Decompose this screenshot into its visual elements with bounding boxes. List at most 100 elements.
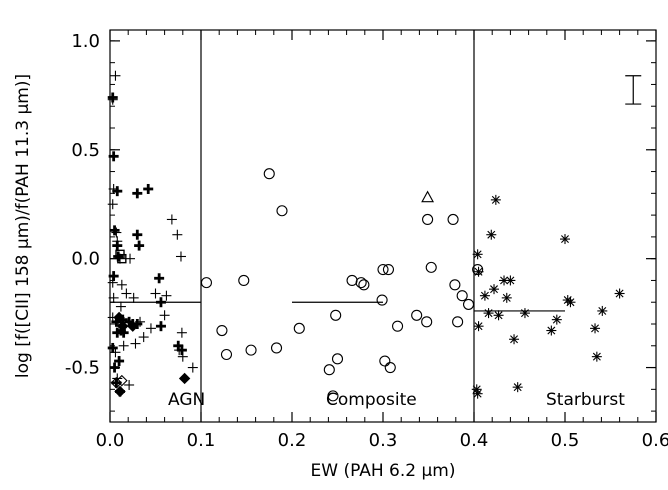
data-point-asterisk xyxy=(501,292,512,303)
data-point-asterisk xyxy=(565,297,576,308)
data-point-filled-diamond xyxy=(178,372,191,385)
data-point-circle xyxy=(456,290,468,302)
data-point-circle xyxy=(422,213,434,226)
y-tick-label: 1.0 xyxy=(71,31,100,52)
data-point-bold-plus xyxy=(134,240,145,251)
data-point-asterisk xyxy=(614,288,625,299)
data-point-circle xyxy=(245,344,257,356)
region-label-starburst: Starburst xyxy=(546,390,625,410)
data-point-bold-plus xyxy=(114,356,125,367)
data-point-circle xyxy=(330,309,342,321)
data-point-circle xyxy=(331,353,344,365)
x-tick-label: 0.1 xyxy=(187,430,216,451)
data-point-circle xyxy=(355,277,367,289)
data-point-asterisk xyxy=(479,290,490,301)
data-point-bold-plus xyxy=(107,92,118,103)
data-point-filled-diamond xyxy=(127,320,139,332)
y-axis-title: log [f([CII] 158 μm)/f(PAH 11.3 μm)] xyxy=(13,74,33,378)
data-point-circle xyxy=(346,274,358,286)
data-point-circle xyxy=(462,298,475,310)
x-tick-label: 0.0 xyxy=(96,430,125,451)
data-point-plus xyxy=(118,340,129,351)
data-point-circle xyxy=(200,277,213,289)
data-point-circle xyxy=(377,264,389,276)
data-point-asterisk xyxy=(546,325,557,336)
x-tick-label: 0.2 xyxy=(278,430,307,451)
data-point-bold-plus xyxy=(108,271,119,282)
median-lines xyxy=(110,301,565,312)
data-point-plus xyxy=(115,301,126,312)
data-point-plus xyxy=(150,288,161,299)
x-tick-label: 0.6 xyxy=(642,430,668,451)
data-point-plus xyxy=(187,362,198,373)
data-point-circle xyxy=(449,279,461,291)
data-point-bold-plus xyxy=(112,186,123,197)
data-point-plus xyxy=(121,288,132,299)
data-point-asterisk xyxy=(473,266,484,277)
data-point-bold-plus xyxy=(107,342,118,353)
data-point-asterisk xyxy=(512,382,523,393)
data-point-circle xyxy=(376,294,388,306)
x-axis-title: EW (PAH 6.2 μm) xyxy=(310,461,455,481)
data-point-plus xyxy=(107,199,118,210)
region-label-composite: Composite xyxy=(326,390,417,410)
x-tick-label: 0.3 xyxy=(369,430,398,451)
region-dividers xyxy=(200,30,475,422)
data-point-circle xyxy=(411,309,423,321)
data-point-asterisk xyxy=(472,388,483,399)
data-point-square xyxy=(117,253,127,264)
y-tick-label: -0.5 xyxy=(65,358,100,379)
data-point-asterisk xyxy=(490,194,501,205)
data-point-bold-plus xyxy=(143,183,154,194)
data-point-asterisk xyxy=(472,249,483,260)
data-point-plus xyxy=(110,70,121,81)
axis-ticks xyxy=(109,30,657,422)
data-point-plus xyxy=(125,253,136,264)
data-point-asterisk xyxy=(519,308,530,319)
data-point-filled-diamond xyxy=(113,311,125,324)
data-point-asterisk xyxy=(505,275,516,286)
data-point-circle xyxy=(392,320,404,332)
data-point-bold-plus xyxy=(155,297,166,308)
data-point-bold-plus xyxy=(109,225,120,236)
data-point-triangle xyxy=(421,190,435,203)
data-point-circle xyxy=(379,355,391,367)
error-bar xyxy=(625,75,642,105)
data-point-plus xyxy=(166,214,177,225)
data-point-asterisk xyxy=(551,314,562,325)
data-point-circle xyxy=(421,316,433,328)
data-point-circle xyxy=(293,322,305,334)
y-tick-label: 0.0 xyxy=(71,249,100,270)
data-point-asterisk xyxy=(486,229,497,240)
data-point-asterisk xyxy=(590,323,601,334)
data-point-plus xyxy=(176,327,187,338)
data-point-filled-diamond xyxy=(117,320,129,332)
data-point-bold-plus xyxy=(155,321,166,332)
region-label-agn: AGN xyxy=(168,390,205,410)
x-tick-label: 0.4 xyxy=(460,430,489,451)
data-point-plus xyxy=(130,338,141,349)
data-point-filled-diamond xyxy=(114,385,126,398)
data-point-circle xyxy=(382,264,395,276)
data-point-asterisk xyxy=(591,351,602,362)
data-point-circle xyxy=(323,364,335,376)
data-point-plus xyxy=(172,229,183,240)
data-point-bold-plus xyxy=(132,188,143,199)
data-point-bold-plus xyxy=(132,229,143,240)
data-point-asterisk xyxy=(560,234,570,245)
data-point-bold-plus xyxy=(108,151,119,162)
data-point-circle xyxy=(447,213,459,226)
data-point-circle xyxy=(263,168,275,180)
data-point-asterisk xyxy=(483,308,494,319)
data-point-circle xyxy=(472,264,484,276)
data-point-asterisk xyxy=(473,321,484,332)
data-point-circle xyxy=(270,342,283,354)
data-point-circle xyxy=(358,279,370,291)
data-point-plus xyxy=(116,279,127,290)
tick-labels: 0.0 0.1 0.2 0.3 0.4 0.5 0.6 1.0 0.5 0.0 -0.5 xyxy=(65,31,668,451)
data-point-circle xyxy=(384,362,396,374)
data-point-circle xyxy=(276,205,288,217)
data-point-open-diamond xyxy=(116,374,128,387)
data-point-plus xyxy=(161,290,172,301)
